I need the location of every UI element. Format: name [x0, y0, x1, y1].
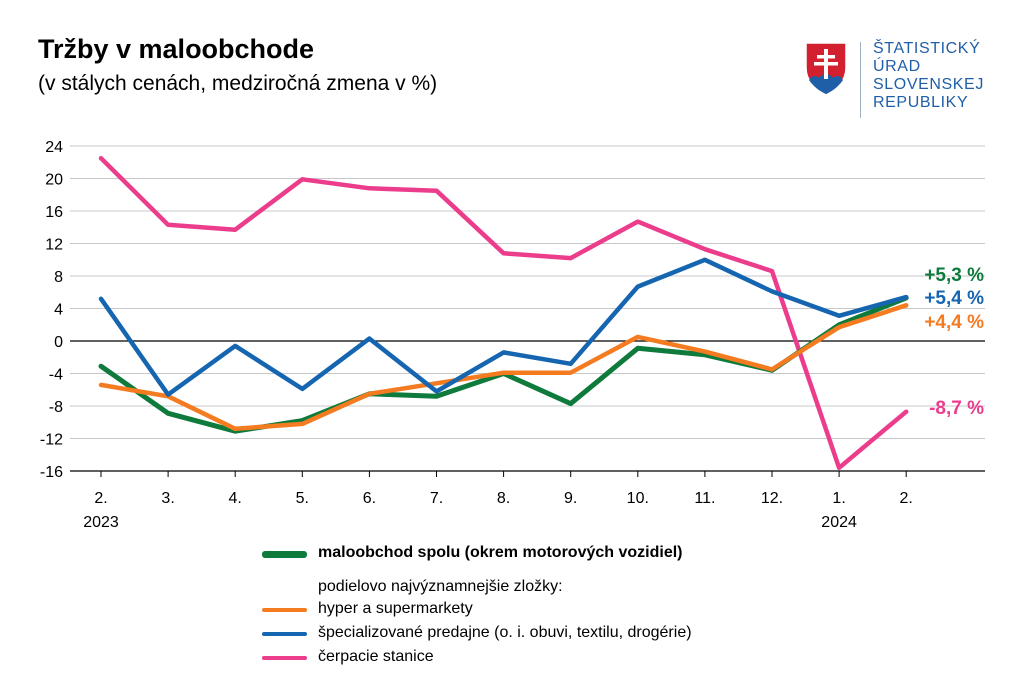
year-label: 2023	[83, 514, 119, 531]
x-tick-label: 10.	[627, 490, 649, 507]
legend-components-heading: podielovo najvýznamnejšie zložky:	[318, 578, 563, 595]
chart-subtitle: (v stálych cenách, medziročná zmena v %)	[38, 72, 438, 95]
x-tick-label: 2.	[94, 490, 107, 507]
y-tick-label: -16	[40, 464, 63, 481]
logo-line: REPUBLIKY	[873, 94, 969, 111]
y-tick-label: 0	[54, 334, 63, 351]
y-tick-label: -4	[49, 367, 63, 384]
end-value-label: +5,3 %	[924, 265, 984, 286]
legend-label-total: maloobchod spolu (okrem motorových vozid…	[318, 544, 683, 561]
x-tick-label: 1.	[832, 490, 845, 507]
series-line-1	[98, 303, 909, 432]
slovak-coat-of-arms-icon	[805, 42, 847, 96]
series-line-2	[98, 257, 909, 397]
legend-swatch-fuel	[262, 656, 307, 660]
y-tick-label: 12	[45, 237, 63, 254]
y-tick-label: 8	[54, 269, 63, 286]
x-tick-label: 3.	[161, 490, 174, 507]
logo-line: ÚRAD	[873, 58, 921, 75]
series-line-3	[98, 155, 909, 471]
x-tick-label: 12.	[761, 490, 783, 507]
end-value-label: +4,4 %	[924, 312, 984, 333]
logo-line: ŠTATISTICKÝ	[873, 40, 981, 57]
end-value-label: +5,4 %	[924, 288, 984, 309]
logo-separator	[860, 42, 861, 118]
x-tick-label: 11.	[694, 490, 715, 507]
x-tick-label: 2.	[900, 490, 913, 507]
end-value-label: -8,7 %	[929, 398, 984, 419]
y-tick-label: 20	[45, 172, 63, 189]
legend-label-hyper: hyper a supermarkety	[318, 600, 473, 617]
line-chart: 24 20 16 12 8 4 0 -4 -8 -12 -16 2. 3. 4. 5. 6. 7. 8. 9. 10.…	[40, 139, 985, 531]
legend-swatch-total	[262, 551, 307, 558]
x-tick-label: 7.	[430, 490, 443, 507]
x-tick-label: 6.	[363, 490, 376, 507]
legend-swatch-specialized	[262, 632, 307, 636]
y-tick-label: -12	[40, 432, 63, 449]
y-tick-label: -8	[49, 399, 63, 416]
logo-line: SLOVENSKEJ	[873, 76, 984, 93]
legend-label-fuel: čerpacie stanice	[318, 648, 434, 665]
x-tick-label: 8.	[497, 490, 510, 507]
x-tick-label: 9.	[564, 490, 577, 507]
y-tick-label: 4	[54, 302, 63, 319]
y-tick-label: 24	[45, 139, 63, 156]
legend-label-specialized: špecializované predajne (o. i. obuvi, te…	[318, 624, 692, 641]
chart-title: Tržby v maloobchode	[38, 34, 315, 64]
series-line-0	[98, 295, 909, 434]
x-tick-label: 4.	[229, 490, 242, 507]
legend-swatch-hyper	[262, 608, 307, 612]
y-tick-label: 16	[45, 204, 63, 221]
year-label: 2024	[821, 514, 857, 531]
x-tick-label: 5.	[296, 490, 309, 507]
logo-text: ŠTATISTICKÝ ÚRAD SLOVENSKEJ REPUBLIKY	[873, 40, 984, 112]
